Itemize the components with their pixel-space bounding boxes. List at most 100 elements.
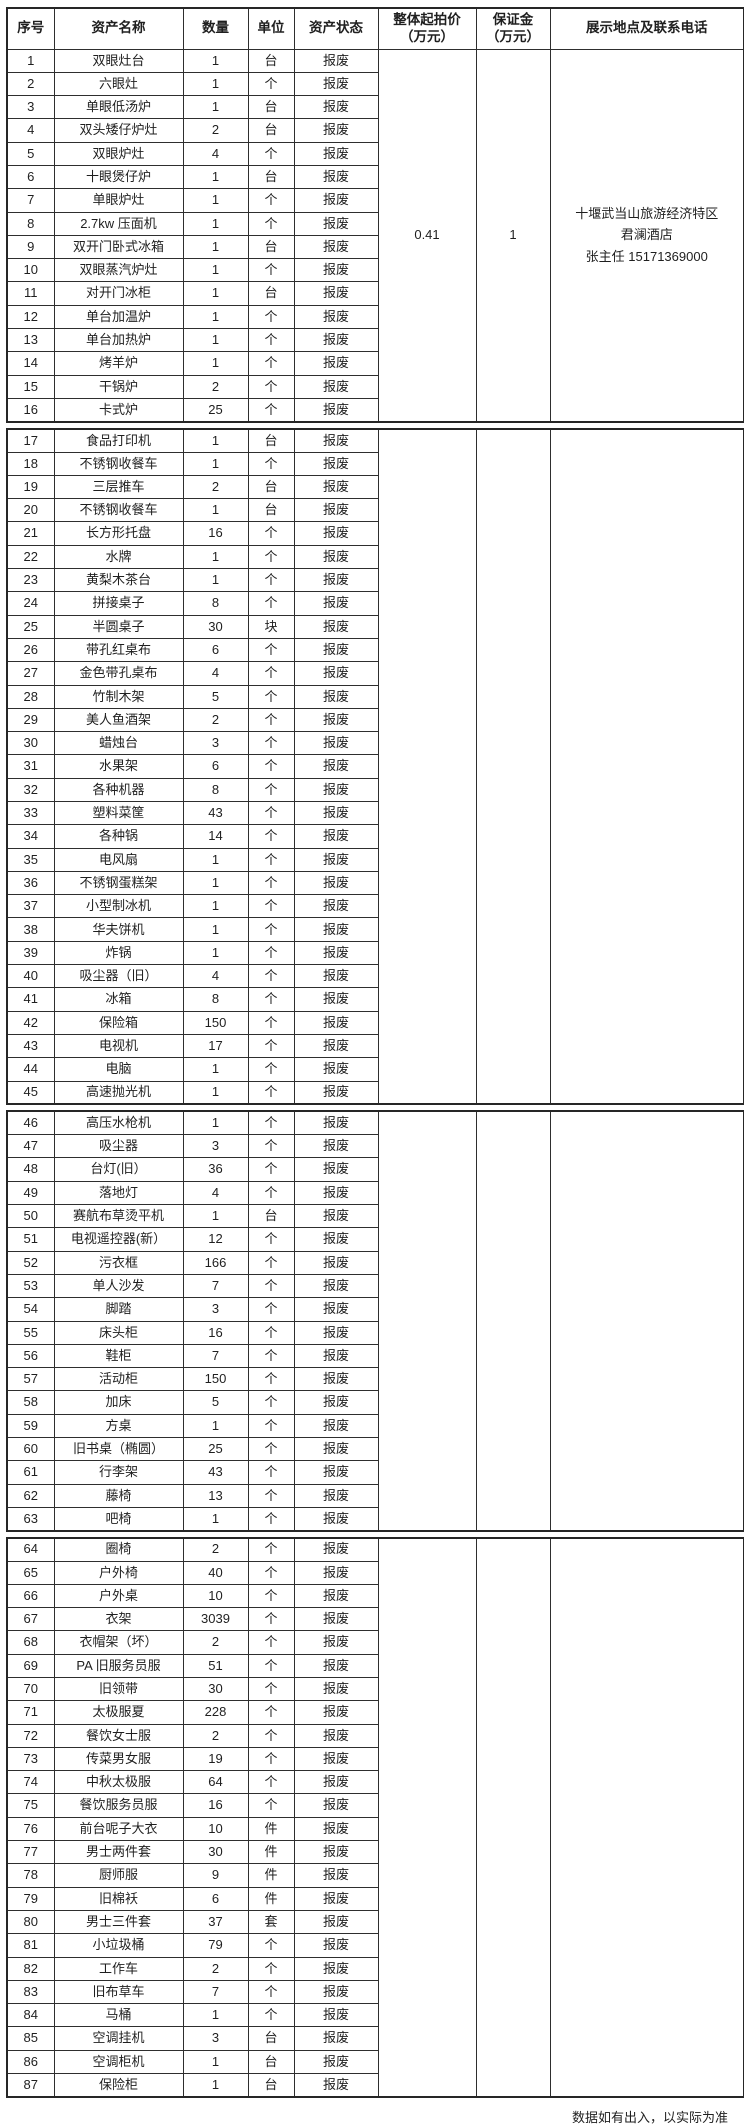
table-row: 55 床头柜 16 个报废	[6, 1320, 744, 1345]
table-row: 71 太极服夏 228 个报废	[6, 1700, 744, 1725]
cell-status: 报废	[293, 1793, 379, 1818]
cell-quantity: 4	[182, 1180, 249, 1206]
cell-quantity: 37	[182, 1909, 249, 1935]
cell-unit: 个	[247, 1437, 295, 1462]
cell-serial: 50	[6, 1204, 55, 1229]
cell-status: 报废	[293, 328, 379, 353]
cell-status: 报废	[293, 1297, 379, 1322]
cell-quantity: 9	[182, 1863, 249, 1888]
table-row: 80 男士三件套 37 套报废	[6, 1909, 744, 1935]
cell-asset-name: 单台加热炉	[53, 328, 184, 353]
cell-quantity: 6	[182, 1886, 249, 1911]
table-row: 37 小型制冰机 1 个报废	[6, 894, 744, 919]
cell-quantity: 3	[182, 1297, 249, 1322]
cell-status: 报废	[293, 1413, 379, 1439]
cell-status: 报废	[293, 1437, 379, 1462]
cell-asset-name: 拼接桌子	[53, 591, 184, 616]
cell-asset-name: 不锈钢收餐车	[53, 451, 184, 476]
table-row: 17 食品打印机 1 台报废	[6, 428, 744, 1105]
cell-asset-name: 双开门卧式冰箱	[53, 234, 184, 260]
cell-serial: 70	[6, 1676, 55, 1702]
cell-quantity: 1	[182, 1506, 249, 1532]
cell-unit: 台	[247, 2049, 295, 2075]
cell-serial: 72	[6, 1723, 55, 1748]
cell-asset-name: 双眼蒸汽炉灶	[53, 258, 184, 283]
cell-unit: 个	[247, 1227, 295, 1252]
cell-asset-name: 旧领带	[53, 1676, 184, 1702]
cell-asset-name: 水牌	[53, 544, 184, 570]
cell-status: 报废	[293, 1933, 379, 1958]
cell-status: 报废	[293, 211, 379, 236]
cell-quantity: 150	[182, 1367, 249, 1392]
cell-quantity: 1	[182, 940, 249, 966]
cell-status: 报废	[293, 451, 379, 476]
cell-serial: 43	[6, 1033, 55, 1059]
table-row: 30 蜡烛台 3 个报废	[6, 731, 744, 756]
cell-quantity: 7	[182, 1343, 249, 1369]
cell-quantity: 64	[182, 1770, 249, 1795]
cell-serial: 34	[6, 824, 55, 849]
header-status: 资产状态	[293, 7, 379, 50]
asset-table-section-1: 序号 资产名称 数量 单位 资产状态 整体起拍价 （万元） 保证金 （万元） 展示地点及联系电话 1…	[6, 7, 744, 423]
cell-quantity: 1	[182, 95, 249, 120]
header-deposit: 保证金 （万元）	[475, 7, 551, 50]
cell-status: 报废	[293, 1157, 379, 1182]
cell-asset-name: 男士两件套	[53, 1840, 184, 1865]
cell-serial: 44	[6, 1057, 55, 1082]
cell-asset-name: 金色带孔桌布	[53, 661, 184, 686]
cell-serial: 67	[6, 1607, 55, 1632]
cell-serial: 7	[6, 188, 55, 213]
cell-asset-name: 炸锅	[53, 940, 184, 966]
cell-status: 报废	[293, 1676, 379, 1702]
cell-serial: 12	[6, 304, 55, 330]
table-row: 20 不锈钢收餐车 1 台报废	[6, 498, 744, 523]
cell-status: 报废	[293, 917, 379, 942]
cell-asset-name: 行李架	[53, 1460, 184, 1485]
cell-asset-name: 保险柜	[53, 2073, 184, 2098]
cell-status: 报废	[293, 800, 379, 826]
cell-serial: 77	[6, 1840, 55, 1865]
cell-asset-name: 不锈钢蛋糕架	[53, 870, 184, 896]
cell-status: 报废	[293, 591, 379, 616]
cell-asset-name: 黄梨木茶台	[53, 568, 184, 593]
cell-quantity: 7	[182, 1273, 249, 1299]
table-row: 22 水牌 1 个报废	[6, 544, 744, 570]
cell-status: 报废	[293, 281, 379, 306]
cell-quantity: 5	[182, 1390, 249, 1415]
cell-serial: 14	[6, 351, 55, 376]
cell-status: 报废	[293, 1390, 379, 1415]
cell-quantity: 6	[182, 637, 249, 663]
location-line: 张主任 15171369000	[585, 248, 708, 264]
cell-serial: 48	[6, 1157, 55, 1182]
table-row: 27 金色带孔桌布 4 个报废	[6, 661, 744, 686]
cell-status: 报废	[293, 1227, 379, 1252]
table-row: 58 加床 5 个报废	[6, 1390, 744, 1415]
table-row: 65 户外椅 40 个报废	[6, 1560, 744, 1585]
cell-asset-name: 工作车	[53, 1956, 184, 1981]
cell-status: 报废	[293, 707, 379, 733]
cell-status: 报废	[293, 1057, 379, 1082]
cell-asset-name: 食品打印机	[53, 428, 184, 453]
cell-unit: 个	[247, 188, 295, 213]
cell-serial: 31	[6, 754, 55, 779]
cell-status: 报废	[293, 304, 379, 330]
cell-asset-name: 吸尘器（旧）	[53, 964, 184, 989]
table-row: 48 台灯(旧） 36 个报废	[6, 1157, 744, 1182]
cell-status: 报废	[293, 2003, 379, 2028]
table-row: 19 三层推车 2 台报废	[6, 474, 744, 500]
cell-quantity: 1	[182, 544, 249, 570]
cell-unit: 个	[247, 684, 295, 709]
cell-status: 报废	[293, 1010, 379, 1035]
cell-unit: 个	[247, 1367, 295, 1392]
location-line: 十堰武当山旅游经济特区	[575, 205, 719, 221]
cell-quantity: 150	[182, 1010, 249, 1035]
cell-serial: 51	[6, 1227, 55, 1252]
table-row: 52 污衣框 166 个报废	[6, 1250, 744, 1275]
table-row: 43 电视机 17 个报废	[6, 1033, 744, 1059]
merged-location-cell	[549, 1110, 744, 1532]
cell-asset-name: 吧椅	[53, 1506, 184, 1532]
cell-unit: 个	[247, 754, 295, 779]
table-row: 15 干锅炉 2 个报废	[6, 374, 744, 399]
cell-asset-name: 空调柜机	[53, 2049, 184, 2075]
